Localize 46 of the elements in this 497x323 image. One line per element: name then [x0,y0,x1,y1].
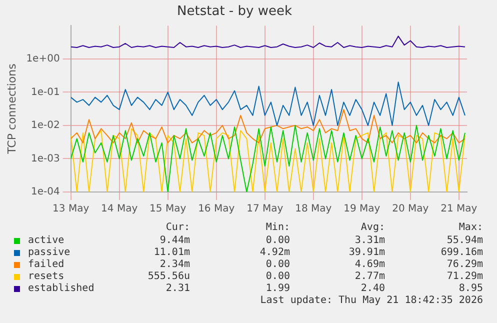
text: 0.00 [266,259,290,270]
x-tick-label: 20 May [392,204,429,215]
y-tick-label: 1e-02 [30,120,60,132]
x-tick-label: 14 May [101,204,138,215]
legend-label: resets [28,271,64,282]
text: 3.31m [354,235,385,246]
x-tick-label: 18 May [295,204,332,215]
text: 0.00 [266,271,290,282]
text: 2.34m [160,259,190,270]
text: 2.40 [360,283,385,294]
text: 76.29m [446,259,483,270]
legend-label: established [28,283,94,294]
y-tick-label: 1e-01 [30,86,60,98]
text: Avg: [360,222,385,233]
legend-label: failed [28,259,64,270]
x-tick-label: 21 May [440,204,478,215]
legend-label: passive [28,247,70,258]
x-tick-label: 13 May [52,204,90,215]
text: 11.01m [154,247,190,258]
text: 55.94m [446,235,483,246]
text: 555.56u [148,271,190,282]
y-axis-title: TCP connections [5,63,18,155]
y-tick-label: 1e-04 [30,186,60,198]
x-tick-label: 15 May [150,204,186,215]
chart-title: Netstat - by week [177,4,292,20]
text: 4.92m [260,247,290,258]
text: 1.99 [266,283,290,294]
text: 71.29m [446,271,483,282]
text: 2.77m [354,271,385,282]
text: 8.95 [458,283,483,294]
x-tick-label: 16 May [198,204,235,215]
text: 0.00 [266,235,290,246]
text: Max: [458,222,483,233]
y-tick-label: 1e+00 [26,53,60,64]
text: 699.16m [440,247,483,258]
text: 4.69m [354,259,385,270]
text: Cur: [166,222,190,233]
text: 39.91m [348,247,385,258]
legend-label: active [28,235,64,246]
x-tick-label: 17 May [246,204,284,215]
text: 2.31 [166,283,190,294]
text: 9.44m [160,235,190,246]
text: Last update: Thu May 21 18:42:35 2026 [260,295,483,306]
text: Min: [266,222,290,233]
y-tick-label: 1e-03 [30,153,60,164]
x-tick-label: 19 May [344,204,380,215]
